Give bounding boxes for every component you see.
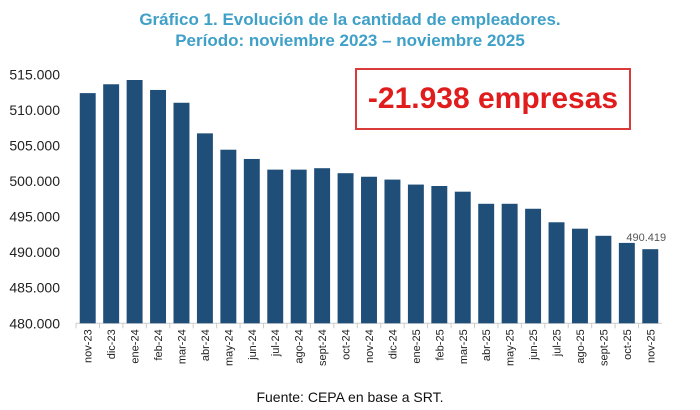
bar-feb-24: [150, 89, 167, 324]
bar-feb-25: [431, 185, 448, 324]
bar-nov-23: [79, 93, 96, 324]
x-tick-label: dic-23: [106, 329, 118, 359]
x-tick-label: jun-25: [528, 329, 540, 361]
x-tick-label: may-25: [505, 329, 517, 366]
x-tick-label: dic-24: [387, 329, 399, 359]
x-tick-label: oct-24: [341, 329, 353, 360]
x-tick-label: sept-24: [317, 329, 329, 366]
bar-jun-24: [243, 158, 260, 324]
x-tick-label: ene-24: [130, 329, 142, 363]
bar-may-25: [501, 203, 518, 324]
x-tick-label: nov-24: [364, 329, 376, 363]
bar-mar-24: [173, 102, 190, 324]
bar-ene-24: [126, 79, 143, 324]
x-tick-label: ago-24: [294, 329, 306, 363]
y-tick-label: 505.000: [9, 137, 60, 153]
bar-sept-25: [595, 235, 612, 324]
bar-nov-24: [361, 176, 377, 324]
x-tick-label: ago-25: [575, 329, 587, 363]
bar-nov-25: [642, 249, 659, 324]
annotation-text: -21.938 empresas: [367, 82, 619, 115]
bar-jul-24: [267, 169, 284, 324]
x-tick-label: ene-25: [411, 329, 423, 363]
x-tick-label: feb-25: [434, 329, 446, 360]
x-tick-label: nov-25: [645, 329, 657, 363]
bar-jul-25: [548, 222, 565, 324]
x-tick-label: may-24: [223, 329, 235, 366]
y-tick-label: 495.000: [9, 209, 60, 225]
chart-subtitle: Período: noviembre 2023 – noviembre 2025: [175, 31, 525, 50]
y-tick-label: 485.000: [9, 280, 60, 296]
bar-abr-25: [478, 203, 495, 324]
bar-mar-25: [454, 191, 471, 324]
y-tick-label: 490.000: [9, 244, 60, 260]
x-tick-label: oct-25: [622, 329, 634, 360]
bar-dic-24: [384, 179, 401, 324]
x-tick-label: jul-24: [270, 329, 282, 357]
bar-ago-24: [290, 169, 307, 324]
bar-dic-23: [103, 84, 120, 324]
bar-may-24: [220, 149, 237, 324]
y-tick-label: 510.000: [9, 102, 60, 118]
y-tick-label: 480.000: [9, 315, 60, 331]
bar-oct-25: [618, 242, 635, 324]
source-note: Fuente: CEPA en base a SRT.: [256, 389, 444, 405]
x-tick-label: jun-24: [247, 329, 259, 361]
x-tick-label: jul-25: [552, 329, 564, 357]
x-tick-label: feb-24: [153, 329, 165, 360]
bar-abr-24: [196, 133, 213, 324]
bar-ago-25: [571, 228, 588, 324]
annotation-box: -21.938 empresas: [355, 68, 631, 130]
y-tick-label: 500.000: [9, 173, 60, 189]
x-tick-label: abr-25: [481, 329, 493, 361]
chart-title: Gráfico 1. Evolución de la cantidad de e…: [139, 10, 561, 29]
x-tick-label: mar-24: [176, 329, 188, 364]
x-tick-label: abr-24: [200, 329, 212, 361]
bar-ene-25: [407, 184, 424, 324]
last-value-label: 490.419: [626, 232, 666, 244]
y-tick-label: 515.000: [9, 66, 60, 82]
x-tick-label: mar-25: [458, 329, 470, 364]
bar-sept-24: [314, 168, 331, 324]
bar-oct-24: [337, 173, 354, 324]
x-tick-label: nov-23: [83, 329, 95, 363]
bar-jun-25: [525, 208, 542, 324]
x-tick-label: sept-25: [598, 329, 610, 366]
